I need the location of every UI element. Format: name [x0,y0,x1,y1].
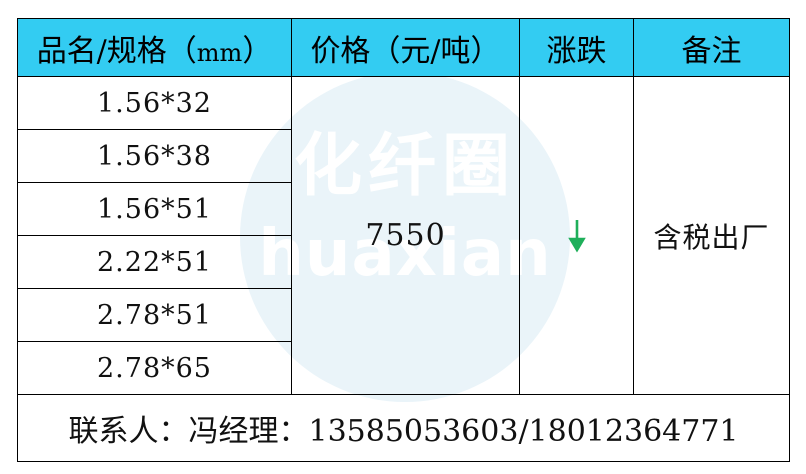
column-header-spec: 品名/规格（mm） [17,18,292,77]
column-header-change: 涨跌 [519,18,634,77]
spec-cell: 2.22*51 [17,235,292,289]
spec-cell: 1.56*38 [17,129,292,183]
spec-cell: 2.78*51 [17,288,292,342]
table-body: 1.56*32 7550 含税出厂 1.56*38 1.56*51 2.22*5… [17,76,790,462]
header-row: 品名/规格（mm） 价格（元/吨） 涨跌 备注 [17,18,790,77]
contact-cell: 联系人：冯经理：13585053603/18012364771 [17,394,790,462]
arrow-down-icon [567,219,586,253]
spec-cell: 1.56*32 [17,76,292,130]
table-header: 品名/规格（mm） 价格（元/吨） 涨跌 备注 [17,18,790,77]
remark-cell: 含税出厂 [633,76,790,395]
price-quote-table: 品名/规格（mm） 价格（元/吨） 涨跌 备注 1.56*32 7550 含税出… [17,18,790,462]
column-header-remark: 备注 [633,18,790,77]
price-cell: 7550 [291,76,520,395]
table-row: 1.56*32 7550 含税出厂 [17,76,790,395]
spec-cell: 1.56*51 [17,182,292,236]
column-header-spec-tail: ） [242,33,273,69]
column-header-spec-main: 品名/规格（ [36,33,197,69]
spec-cell: 2.78*65 [17,341,292,395]
column-header-price: 价格（元/吨） [291,18,520,77]
change-cell [519,76,634,395]
contact-row: 联系人：冯经理：13585053603/18012364771 [17,394,790,462]
column-header-spec-unit: mm [196,38,243,67]
